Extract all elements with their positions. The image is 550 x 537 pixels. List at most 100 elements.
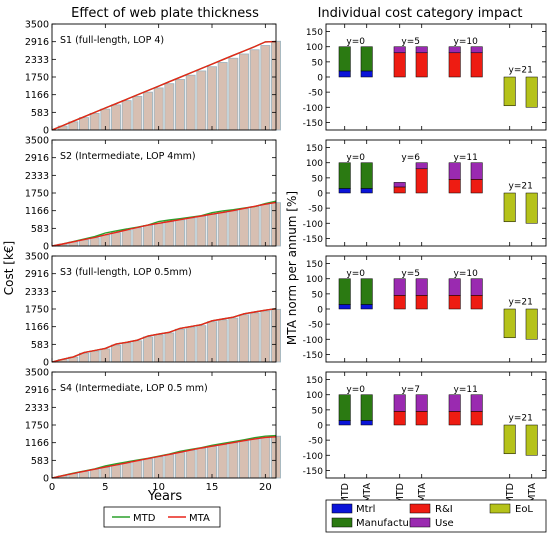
left-legend: MTD MTA bbox=[103, 506, 221, 528]
cost-bar bbox=[228, 210, 239, 247]
segment-rni bbox=[470, 52, 483, 78]
group-label: y=5 bbox=[401, 37, 420, 47]
group-label: y=11 bbox=[454, 385, 478, 395]
y-tick-label: -150 bbox=[303, 235, 324, 245]
segment-eol bbox=[503, 76, 516, 107]
cost-bar bbox=[185, 74, 196, 131]
y-tick-label: 150 bbox=[306, 376, 323, 386]
segment-use bbox=[470, 162, 483, 180]
cost-panel-s1: 3500 2916 2333 1750 1166 583 0 S1 (full-length,… bbox=[25, 20, 281, 137]
cost-bar bbox=[217, 62, 228, 131]
y-tick-label: -100 bbox=[303, 104, 324, 114]
segment-eol bbox=[503, 192, 516, 223]
y-tick-label: 50 bbox=[312, 290, 324, 300]
segment-rni bbox=[448, 411, 461, 426]
cost-bar bbox=[121, 342, 132, 363]
y-tick-label: 0 bbox=[317, 74, 323, 84]
y-tick-label: 100 bbox=[306, 159, 323, 169]
segment-rni bbox=[393, 186, 406, 194]
segment-use bbox=[393, 394, 406, 412]
cost-panel-s3: 3500 2916 2333 1750 1166 583 0 S3 (full-length,… bbox=[25, 252, 281, 369]
y-tick-label: 50 bbox=[312, 58, 324, 68]
group-label: y=5 bbox=[401, 269, 420, 279]
cost-bar bbox=[164, 221, 175, 247]
x-tick-label: MTA bbox=[527, 483, 538, 503]
y-tick-label: 100 bbox=[306, 43, 323, 53]
cost-bar bbox=[185, 217, 196, 247]
y-tick-label: 2916 bbox=[25, 385, 49, 396]
cost-bar bbox=[239, 53, 249, 131]
group-label: y=0 bbox=[346, 37, 365, 47]
segment-eol bbox=[525, 76, 538, 108]
segment-rni bbox=[393, 52, 406, 78]
y-tick-label: 3500 bbox=[25, 368, 49, 379]
x-tick-label: MTD bbox=[340, 483, 351, 504]
group-label: y=21 bbox=[509, 182, 533, 192]
segment-mtrl bbox=[338, 70, 351, 78]
segment-mtrl bbox=[360, 420, 373, 426]
cost-bar bbox=[249, 312, 260, 363]
series-line-mta bbox=[51, 40, 277, 131]
segment-eol bbox=[525, 424, 538, 456]
cost-bar bbox=[175, 328, 185, 363]
y-tick-label: 0 bbox=[43, 474, 49, 485]
panel-title: S4 (Intermediate, LOP 0.5 mm) bbox=[60, 383, 208, 394]
legend-manufacture-label: Manufacture bbox=[356, 518, 419, 529]
y-tick-label: -50 bbox=[308, 321, 323, 331]
y-tick-label: 1166 bbox=[25, 206, 49, 217]
y-tick-label: -50 bbox=[308, 89, 323, 99]
segment-use bbox=[448, 394, 461, 412]
left-xlabel: Years bbox=[147, 489, 183, 504]
cost-bar bbox=[143, 225, 153, 247]
cost-bar bbox=[260, 437, 271, 479]
cost-bar bbox=[175, 452, 185, 479]
legend-use-swatch bbox=[409, 517, 431, 528]
segment-manufacture bbox=[360, 46, 373, 72]
category-panel-4: y=0 y=7 y=11 y=21 150 100 50 0 -50 -100 -150 MTD MTA… bbox=[303, 371, 547, 504]
segment-rni bbox=[470, 295, 483, 310]
cost-bar bbox=[132, 340, 143, 363]
group-label: y=0 bbox=[346, 153, 365, 163]
cost-bar bbox=[153, 334, 164, 363]
left-title: Effect of web plate thickness bbox=[71, 6, 259, 21]
legend-rni-swatch bbox=[409, 503, 431, 514]
segment-mtrl bbox=[360, 188, 373, 194]
y-tick-label: 1750 bbox=[25, 189, 49, 200]
y-tick-label: 1166 bbox=[25, 322, 49, 333]
y-tick-label: 1166 bbox=[25, 90, 49, 101]
y-tick-label: 0 bbox=[43, 242, 49, 253]
segment-rni bbox=[393, 411, 406, 426]
y-tick-label: -150 bbox=[303, 119, 324, 129]
cost-bar bbox=[196, 215, 207, 247]
cost-bar bbox=[164, 454, 175, 479]
category-panel-3: y=0 y=5 y=10 y=21 150 100 50 0 -50 -100 -150 bbox=[303, 255, 547, 363]
cost-bar bbox=[121, 229, 132, 247]
y-tick-label: 1166 bbox=[25, 438, 49, 449]
y-tick-label: 583 bbox=[31, 224, 49, 235]
y-tick-label: 0 bbox=[317, 190, 323, 200]
segment-manufacture bbox=[338, 162, 351, 189]
segment-mtrl bbox=[338, 420, 351, 426]
cost-bar bbox=[132, 95, 143, 131]
x-tick-label: 20 bbox=[259, 482, 272, 493]
segment-manufacture bbox=[360, 394, 373, 421]
segment-use bbox=[415, 162, 428, 170]
y-tick-label: -100 bbox=[303, 220, 324, 230]
cost-bar bbox=[89, 237, 100, 247]
legend-eol-label: EoL bbox=[515, 504, 533, 515]
cost-bar bbox=[121, 462, 132, 479]
y-tick-label: 583 bbox=[31, 340, 49, 351]
cost-bar bbox=[111, 232, 121, 247]
cost-bar bbox=[185, 450, 196, 479]
segment-rni bbox=[393, 295, 406, 310]
segment-rni bbox=[415, 168, 428, 194]
cost-bar bbox=[132, 460, 143, 479]
segment-eol bbox=[503, 308, 516, 339]
segment-manufacture bbox=[338, 46, 351, 72]
cost-bar bbox=[111, 464, 121, 479]
cost-bar bbox=[260, 204, 271, 247]
segment-use bbox=[448, 162, 461, 180]
y-tick-label: 583 bbox=[31, 108, 49, 119]
y-tick-label: 0 bbox=[43, 126, 49, 137]
y-tick-label: -100 bbox=[303, 336, 324, 346]
